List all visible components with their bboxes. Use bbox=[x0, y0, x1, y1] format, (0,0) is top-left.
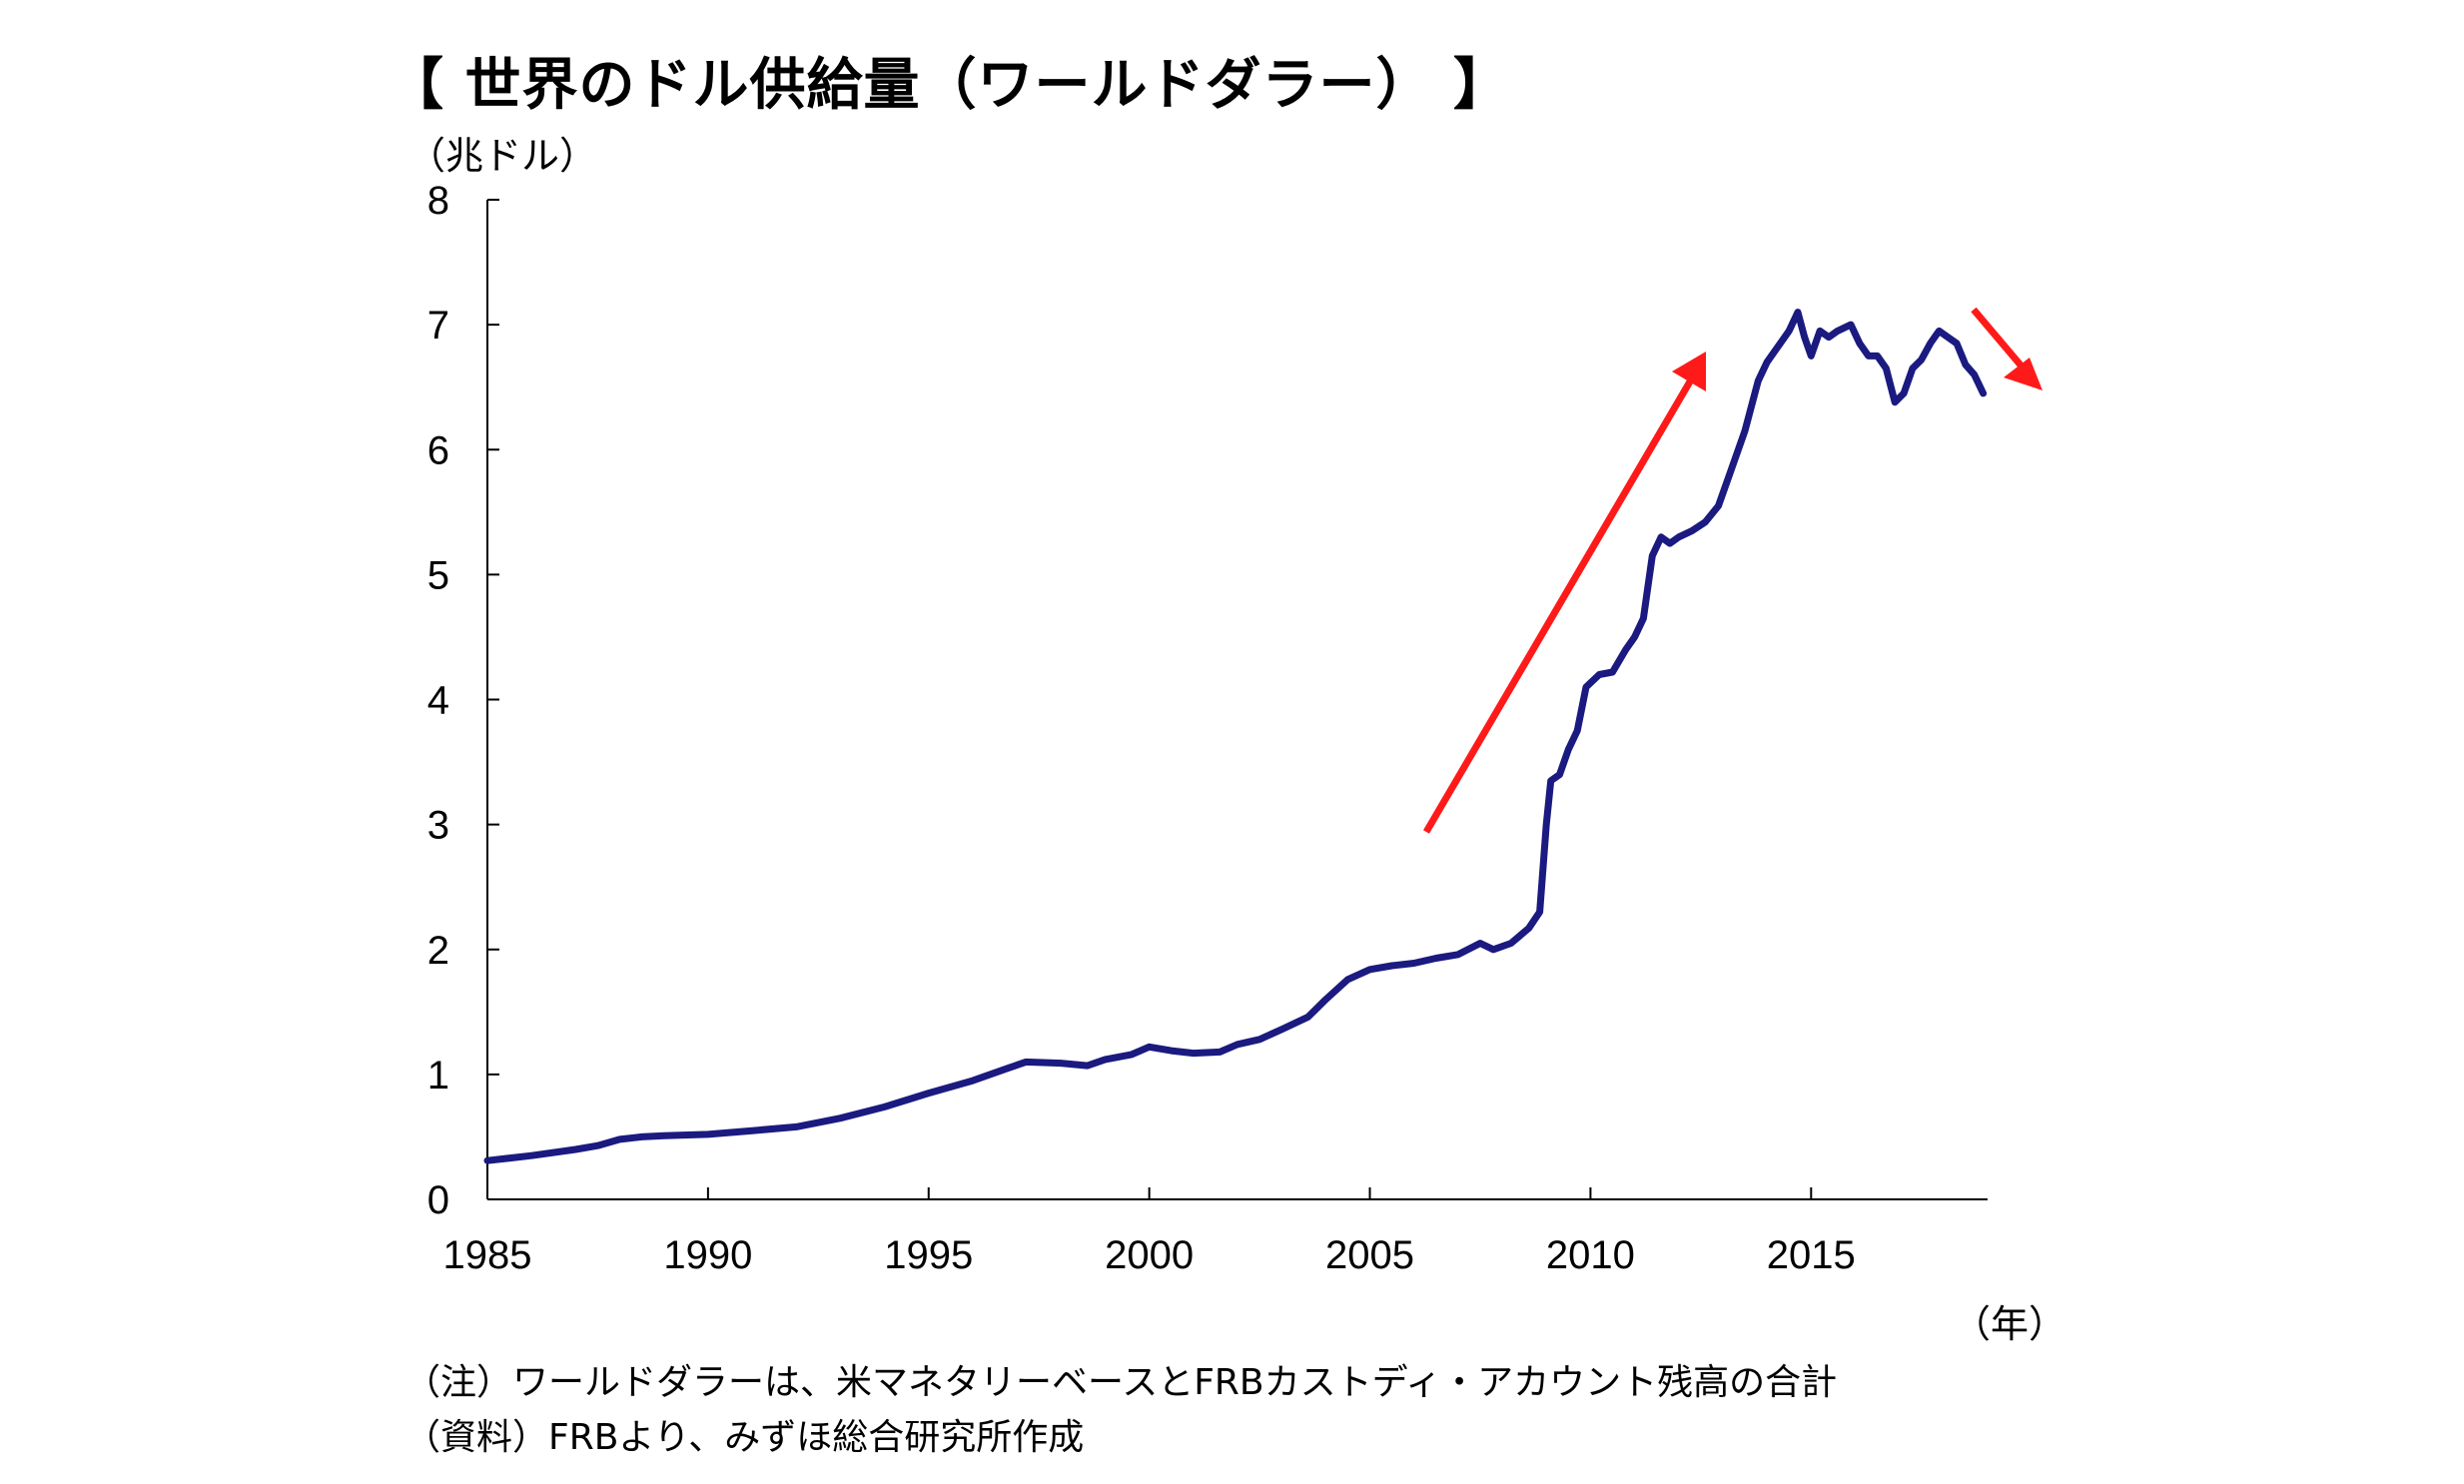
y-tick-label: 0 bbox=[427, 1178, 449, 1222]
up-trend-arrow bbox=[1422, 352, 1706, 834]
down-trend-arrow bbox=[1971, 307, 2043, 390]
y-tick-label: 1 bbox=[427, 1054, 449, 1098]
y-axis-ticks: 0 1 2 3 4 5 6 7 8 bbox=[427, 179, 499, 1222]
y-tick-label: 2 bbox=[427, 929, 449, 973]
y-tick-label: 5 bbox=[427, 553, 449, 597]
y-axis-unit-label: （兆ドル） bbox=[408, 134, 598, 178]
y-tick-label: 8 bbox=[427, 179, 449, 223]
chart-source: （資料）FRBより、みずほ総合研究所作成 bbox=[405, 1417, 1085, 1458]
x-tick-label: 1995 bbox=[884, 1233, 973, 1277]
y-tick-label: 7 bbox=[427, 304, 449, 348]
y-tick-label: 6 bbox=[427, 428, 449, 472]
x-tick-label: 2010 bbox=[1546, 1233, 1635, 1277]
x-tick-label: 2015 bbox=[1767, 1233, 1856, 1277]
chart-note: （注）ワールドダラーは、米マネタリーベースとFRBカストディ・アカウント残高の合… bbox=[405, 1362, 1838, 1403]
x-tick-label: 1985 bbox=[443, 1233, 532, 1277]
x-tick-label: 2005 bbox=[1325, 1233, 1414, 1277]
x-axis-unit-label: （年） bbox=[1953, 1302, 2067, 1346]
chart-title: 【 世界のドル供給量（ワールドダラー） 】 bbox=[388, 53, 1510, 118]
y-tick-label: 4 bbox=[427, 679, 449, 723]
x-axis-ticks: 1985 1990 1995 2000 2005 2010 2015 bbox=[443, 1187, 1856, 1277]
world-dollar-line bbox=[483, 309, 1988, 1164]
x-tick-label: 2000 bbox=[1105, 1233, 1194, 1277]
x-tick-label: 1990 bbox=[663, 1233, 752, 1277]
y-tick-label: 3 bbox=[427, 804, 449, 848]
